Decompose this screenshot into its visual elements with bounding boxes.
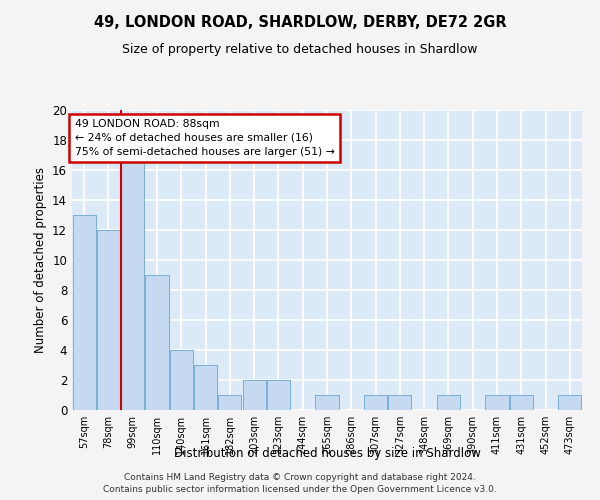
Y-axis label: Number of detached properties: Number of detached properties (34, 167, 47, 353)
Text: 49 LONDON ROAD: 88sqm
← 24% of detached houses are smaller (16)
75% of semi-deta: 49 LONDON ROAD: 88sqm ← 24% of detached … (74, 119, 334, 157)
Bar (121, 155, 144, 410)
Bar (73, 215, 95, 410)
Bar (364, 395, 387, 410)
Bar (559, 395, 581, 410)
Bar (121, 155, 144, 410)
Bar (485, 395, 509, 410)
Bar (316, 395, 338, 410)
Bar (510, 395, 533, 410)
Bar (267, 380, 290, 410)
Bar (316, 395, 338, 410)
Bar (97, 230, 120, 410)
Bar (194, 365, 217, 410)
Bar (145, 275, 169, 410)
Text: Size of property relative to detached houses in Shardlow: Size of property relative to detached ho… (122, 42, 478, 56)
Bar (364, 395, 387, 410)
Bar (485, 395, 509, 410)
Bar (267, 380, 290, 410)
Bar (242, 380, 266, 410)
Text: Contains HM Land Registry data © Crown copyright and database right 2024.: Contains HM Land Registry data © Crown c… (124, 472, 476, 482)
Bar (218, 395, 241, 410)
Text: Distribution of detached houses by size in Shardlow: Distribution of detached houses by size … (173, 448, 481, 460)
Bar (170, 350, 193, 410)
Bar (194, 365, 217, 410)
Bar (388, 395, 412, 410)
Bar (97, 230, 120, 410)
Text: 49, LONDON ROAD, SHARDLOW, DERBY, DE72 2GR: 49, LONDON ROAD, SHARDLOW, DERBY, DE72 2… (94, 15, 506, 30)
Bar (510, 395, 533, 410)
Text: Contains public sector information licensed under the Open Government Licence v3: Contains public sector information licen… (103, 485, 497, 494)
Bar (145, 275, 169, 410)
Bar (170, 350, 193, 410)
Bar (242, 380, 266, 410)
Bar (437, 395, 460, 410)
Bar (559, 395, 581, 410)
Bar (437, 395, 460, 410)
Bar (388, 395, 412, 410)
Bar (218, 395, 241, 410)
Bar (73, 215, 95, 410)
